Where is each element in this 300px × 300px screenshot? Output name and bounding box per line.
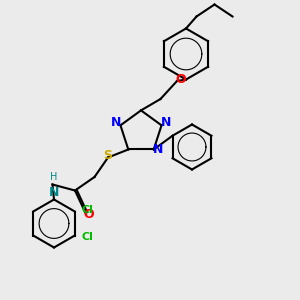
- Text: N: N: [49, 186, 59, 199]
- Text: O: O: [175, 73, 186, 86]
- Text: N: N: [111, 116, 122, 129]
- Text: Cl: Cl: [81, 232, 93, 242]
- Text: S: S: [103, 148, 112, 162]
- Text: N: N: [153, 143, 163, 156]
- Text: N: N: [160, 116, 171, 129]
- Text: H: H: [50, 172, 58, 182]
- Text: O: O: [84, 208, 94, 221]
- Text: Cl: Cl: [81, 205, 93, 215]
